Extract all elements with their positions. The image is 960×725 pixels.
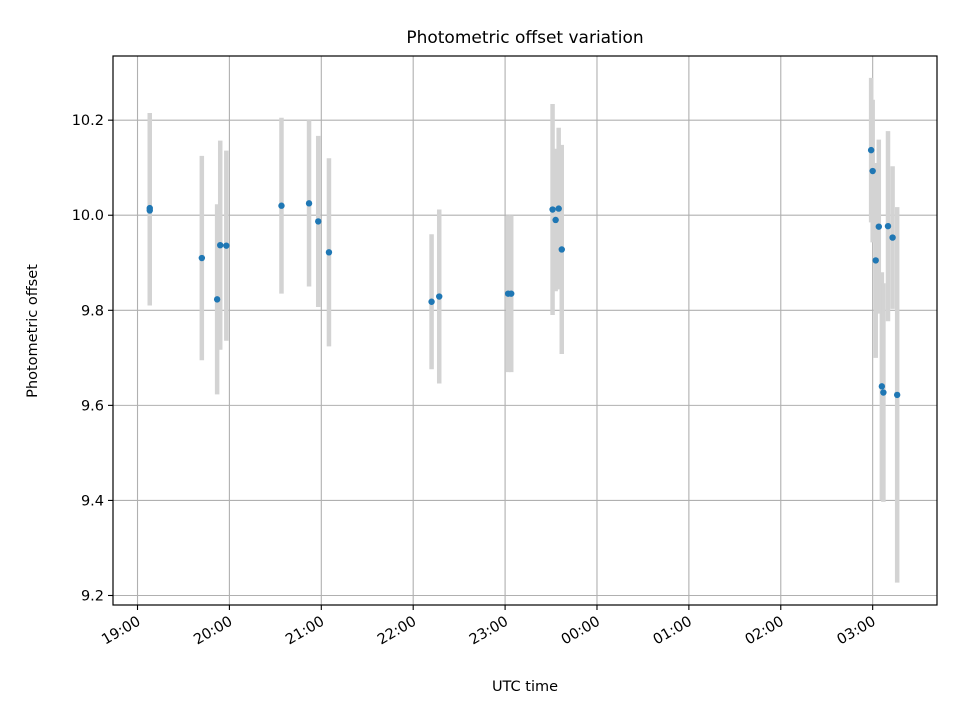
data-point-layer	[146, 146, 901, 399]
data-point	[893, 391, 901, 399]
data-point	[549, 206, 556, 213]
data-point	[436, 293, 443, 300]
data-point	[878, 383, 886, 390]
x-axis-label: UTC time	[492, 679, 558, 695]
data-point	[558, 246, 565, 253]
data-point	[305, 200, 313, 207]
data-point	[223, 242, 230, 249]
y-tick-label: 9.8	[81, 303, 104, 319]
data-point	[555, 205, 562, 212]
data-point	[889, 234, 896, 241]
data-point	[213, 296, 221, 303]
data-point	[217, 241, 224, 249]
data-point	[867, 146, 875, 154]
y-tick-label: 9.4	[81, 493, 104, 509]
plot-frame	[112, 55, 938, 606]
y-tick-label: 9.6	[81, 398, 104, 414]
data-point	[146, 207, 153, 214]
data-point	[315, 218, 322, 225]
y-axis-label: Photometric offset	[25, 264, 41, 398]
data-point	[278, 202, 285, 209]
data-point	[884, 222, 892, 230]
y-tick-label: 10.0	[72, 208, 104, 224]
data-point	[869, 167, 876, 175]
data-point	[325, 249, 333, 256]
data-point	[875, 223, 882, 230]
data-point	[880, 389, 887, 396]
data-point	[428, 298, 435, 305]
data-point	[552, 216, 559, 224]
chart-title: Photometric offset variation	[406, 28, 643, 48]
data-point	[508, 290, 515, 297]
grid-layer	[113, 56, 937, 605]
y-tick-label: 10.2	[72, 113, 104, 129]
y-tick-label: 9.2	[81, 588, 104, 604]
data-point	[198, 254, 206, 262]
data-point	[872, 257, 879, 264]
